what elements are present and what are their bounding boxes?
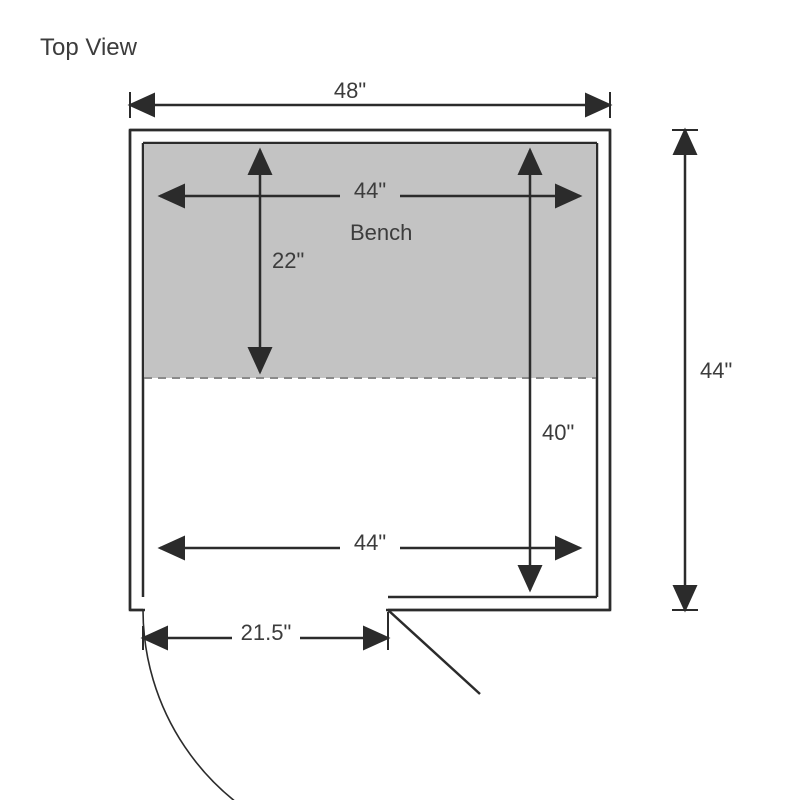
svg-text:48": 48" xyxy=(334,78,366,103)
svg-text:22": 22" xyxy=(272,248,304,273)
dim-inner-width-bottom: 44" xyxy=(160,530,580,556)
svg-text:40": 40" xyxy=(542,420,574,445)
top-view-diagram: Top View Bench 48" 44" 44 xyxy=(0,0,800,800)
dim-outer-height: 44" xyxy=(672,130,732,610)
svg-text:21.5": 21.5" xyxy=(241,620,292,645)
svg-text:44": 44" xyxy=(700,358,732,383)
dim-outer-width: 48" xyxy=(130,78,610,118)
svg-text:44": 44" xyxy=(354,178,386,203)
bench-label: Bench xyxy=(350,220,412,245)
diagram-title: Top View xyxy=(40,34,138,61)
svg-text:44": 44" xyxy=(354,530,386,555)
